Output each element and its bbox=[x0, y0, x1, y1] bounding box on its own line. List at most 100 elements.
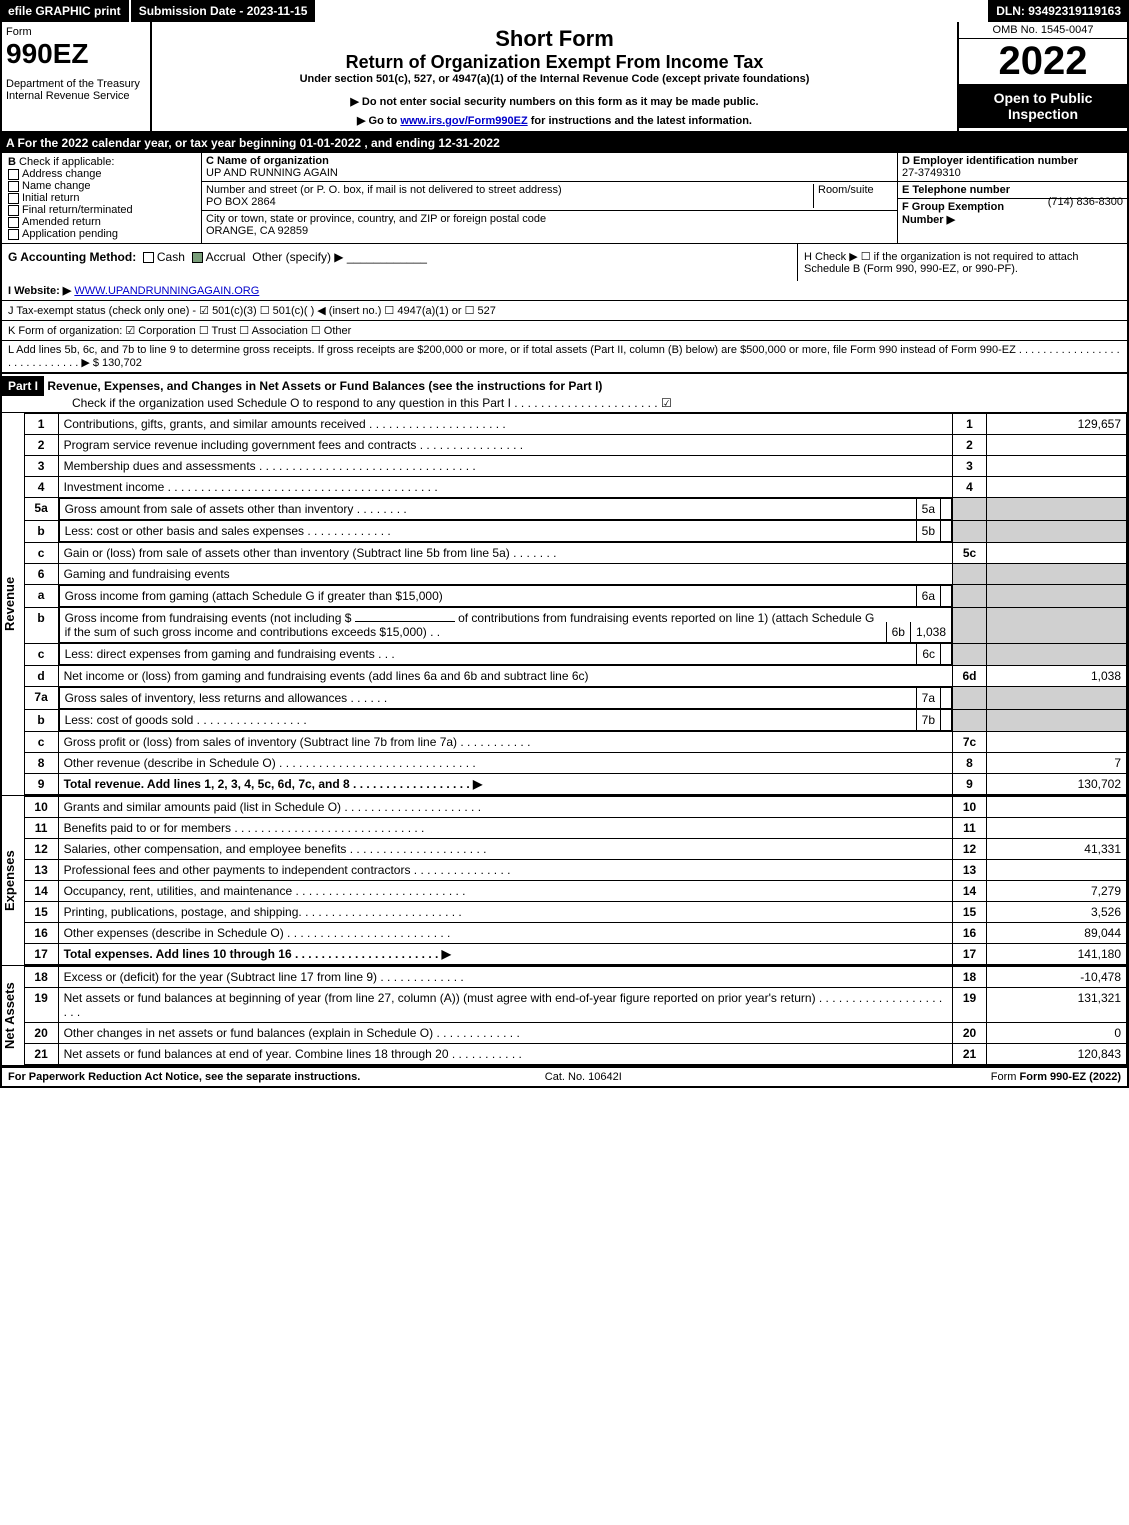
l19-text: Net assets or fund balances at beginning… bbox=[58, 988, 952, 1023]
b-opt-name[interactable]: Name change bbox=[22, 180, 91, 192]
l5c-num: c bbox=[24, 543, 58, 564]
c-name-label: C Name of organization bbox=[206, 155, 329, 167]
l12-text: Salaries, other compensation, and employ… bbox=[58, 839, 952, 860]
l3-num: 3 bbox=[24, 456, 58, 477]
goto-link[interactable]: www.irs.gov/Form990EZ bbox=[400, 115, 527, 127]
city: ORANGE, CA 92859 bbox=[206, 225, 308, 237]
l6c-text: Less: direct expenses from gaming and fu… bbox=[60, 644, 917, 664]
l16-amt: 89,044 bbox=[987, 923, 1127, 944]
efile-label: efile GRAPHIC print bbox=[0, 0, 129, 22]
l9-num: 9 bbox=[24, 774, 58, 795]
l16-num: 16 bbox=[24, 923, 58, 944]
l5b-sa bbox=[940, 521, 951, 541]
l3-r: 3 bbox=[953, 456, 987, 477]
l15-num: 15 bbox=[24, 902, 58, 923]
b-opt-address[interactable]: Address change bbox=[22, 168, 102, 180]
part1-header: Part I Revenue, Expenses, and Changes in… bbox=[0, 373, 1129, 413]
l7a-s: 7a bbox=[916, 688, 940, 708]
l4-r: 4 bbox=[953, 477, 987, 498]
l12-amt: 41,331 bbox=[987, 839, 1127, 860]
l6-greyr bbox=[953, 564, 987, 585]
l11-text: Benefits paid to or for members . . . . … bbox=[58, 818, 952, 839]
part1-badge: Part I bbox=[2, 376, 44, 396]
line-j: J Tax-exempt status (check only one) - ☑… bbox=[0, 301, 1129, 321]
l19-amt: 131,321 bbox=[987, 988, 1127, 1023]
g-other[interactable]: Other (specify) ▶ bbox=[252, 250, 343, 264]
netassets-section: Net Assets 18Excess or (deficit) for the… bbox=[0, 965, 1129, 1067]
l5a-s: 5a bbox=[916, 499, 940, 519]
phone: (714) 836-8300 bbox=[1048, 196, 1123, 208]
l6b-greyr bbox=[953, 607, 987, 643]
b-opt-amended[interactable]: Amended return bbox=[22, 216, 101, 228]
l3-amt bbox=[987, 456, 1127, 477]
l7a-sa bbox=[940, 688, 951, 708]
l21-text: Net assets or fund balances at end of ye… bbox=[58, 1044, 952, 1065]
l7a-greyr bbox=[953, 687, 987, 710]
page-footer: For Paperwork Reduction Act Notice, see … bbox=[0, 1067, 1129, 1088]
l7b-sa bbox=[940, 710, 951, 730]
l5a-greyr bbox=[953, 498, 987, 521]
l6a-s: 6a bbox=[916, 586, 940, 606]
l4-text: Investment income . . . . . . . . . . . … bbox=[58, 477, 952, 498]
l8-amt: 7 bbox=[987, 753, 1127, 774]
l5a-num: 5a bbox=[24, 498, 58, 521]
form-header: Form 990EZ Department of the Treasury In… bbox=[0, 22, 1129, 133]
revenue-section: Revenue 1Contributions, gifts, grants, a… bbox=[0, 413, 1129, 795]
goto-pre: ▶ Go to bbox=[357, 115, 400, 127]
netassets-label: Net Assets bbox=[2, 966, 24, 1065]
city-label: City or town, state or province, country… bbox=[206, 213, 546, 225]
l20-text: Other changes in net assets or fund bala… bbox=[58, 1023, 952, 1044]
line-k: K Form of organization: ☑ Corporation ☐ … bbox=[0, 321, 1129, 341]
l7b-s: 7b bbox=[916, 710, 940, 730]
b-opt-final[interactable]: Final return/terminated bbox=[22, 204, 133, 216]
ssn-warning: ▶ Do not enter social security numbers o… bbox=[156, 95, 953, 108]
title-short: Short Form bbox=[156, 26, 953, 52]
b-opt-initial[interactable]: Initial return bbox=[22, 192, 79, 204]
l21-r: 21 bbox=[953, 1044, 987, 1065]
g-accrual[interactable]: Accrual bbox=[206, 250, 246, 264]
l5c-r: 5c bbox=[953, 543, 987, 564]
l19-r: 19 bbox=[953, 988, 987, 1023]
l6d-r: 6d bbox=[953, 666, 987, 687]
l1-num: 1 bbox=[24, 414, 58, 435]
l6b-text: Gross income from fundraising events (no… bbox=[60, 608, 886, 642]
l14-amt: 7,279 bbox=[987, 881, 1127, 902]
l7b-greyr bbox=[953, 709, 987, 732]
l5b-text: Less: cost or other basis and sales expe… bbox=[60, 521, 916, 541]
l12-r: 12 bbox=[953, 839, 987, 860]
submission-date: Submission Date - 2023-11-15 bbox=[129, 0, 316, 22]
l6b-num: b bbox=[24, 607, 58, 643]
b-opt-pending[interactable]: Application pending bbox=[22, 228, 118, 240]
l15-r: 15 bbox=[953, 902, 987, 923]
l11-amt bbox=[987, 818, 1127, 839]
l16-r: 16 bbox=[953, 923, 987, 944]
l5a-text: Gross amount from sale of assets other t… bbox=[60, 499, 916, 519]
l6b-sa: 1,038 bbox=[910, 622, 951, 642]
l6c-greya bbox=[987, 643, 1127, 666]
g-cash[interactable]: Cash bbox=[157, 250, 185, 264]
l6-num: 6 bbox=[24, 564, 58, 585]
l7a-text: Gross sales of inventory, less returns a… bbox=[60, 688, 916, 708]
b-text: Check if applicable: bbox=[19, 156, 114, 168]
l1-amt: 129,657 bbox=[987, 414, 1127, 435]
l5c-amt bbox=[987, 543, 1127, 564]
l14-text: Occupancy, rent, utilities, and maintena… bbox=[58, 881, 952, 902]
street: PO BOX 2864 bbox=[206, 196, 276, 208]
f-label: F Group Exemption Number ▶ bbox=[902, 201, 1004, 226]
line-g: G Accounting Method: Cash Accrual Other … bbox=[2, 244, 797, 281]
l13-amt bbox=[987, 860, 1127, 881]
goto-line: ▶ Go to www.irs.gov/Form990EZ for instru… bbox=[156, 114, 953, 127]
l5b-greya bbox=[987, 520, 1127, 543]
l10-r: 10 bbox=[953, 797, 987, 818]
l17-num: 17 bbox=[24, 944, 58, 965]
l18-num: 18 bbox=[24, 967, 58, 988]
website-link[interactable]: WWW.UPANDRUNNINGAGAIN.ORG bbox=[74, 285, 259, 297]
l7c-r: 7c bbox=[953, 732, 987, 753]
l2-r: 2 bbox=[953, 435, 987, 456]
l18-r: 18 bbox=[953, 967, 987, 988]
l6c-num: c bbox=[24, 643, 58, 666]
l18-text: Excess or (deficit) for the year (Subtra… bbox=[58, 967, 952, 988]
l7c-text: Gross profit or (loss) from sales of inv… bbox=[58, 732, 952, 753]
l7b-text: Less: cost of goods sold . . . . . . . .… bbox=[60, 710, 916, 730]
l6-greya bbox=[987, 564, 1127, 585]
